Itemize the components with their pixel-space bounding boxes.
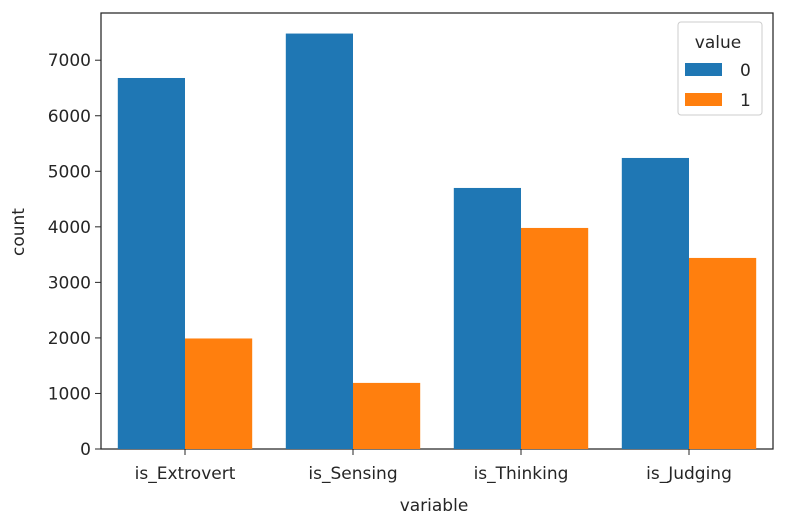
plot-frame	[100, 12, 774, 450]
x-axis-label: variable	[400, 496, 469, 516]
ticks-layer: is_Extrovert is_Sensing is_Thinking is_Judg…	[48, 51, 732, 484]
bar-is_Sensing-series-1	[353, 382, 421, 449]
y-tick-label: 1000	[48, 384, 91, 404]
legend-swatch-series-0	[685, 63, 722, 76]
bar-is_Extrovert-series-0	[117, 77, 185, 450]
y-tick-label: 7000	[48, 51, 91, 71]
x-tick-label: is_Extrovert	[135, 464, 236, 484]
bar-is_Thinking-series-1	[521, 227, 589, 449]
bar-is_Judging-series-1	[689, 257, 757, 449]
bars-layer	[117, 33, 757, 450]
y-tick-label: 3000	[48, 273, 91, 293]
bar-is_Judging-series-0	[621, 157, 689, 449]
y-tick-label: 2000	[48, 329, 91, 349]
bar-is_Extrovert-series-1	[185, 338, 253, 449]
legend-title: value	[695, 33, 741, 53]
x-tick-label: is_Sensing	[308, 464, 397, 484]
bar-is_Thinking-series-0	[453, 187, 521, 449]
legend: value 0 1	[677, 21, 763, 116]
axes-layer	[100, 12, 774, 450]
y-axis-label: count	[9, 208, 29, 256]
y-tick-label: 6000	[48, 107, 91, 127]
x-tick-label: is_Thinking	[474, 464, 569, 484]
legend-label-series-0: 0	[740, 61, 751, 81]
legend-label-series-1: 1	[740, 91, 751, 111]
y-tick-label: 0	[80, 440, 91, 460]
bar-is_Sensing-series-0	[285, 33, 353, 449]
y-tick-label: 4000	[48, 218, 91, 238]
y-tick-label: 5000	[48, 162, 91, 182]
legend-swatch-series-1	[685, 93, 722, 106]
x-tick-label: is_Judging	[646, 464, 732, 484]
